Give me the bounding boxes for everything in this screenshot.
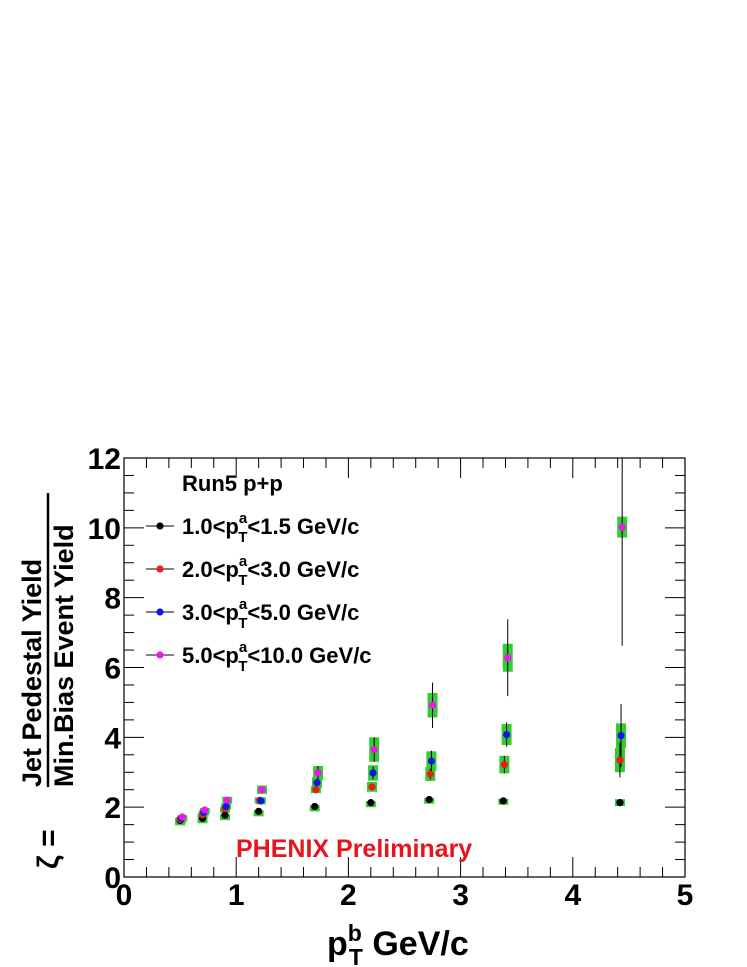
data-point — [617, 731, 625, 740]
data-point — [201, 806, 209, 814]
y-tick-label: 4 — [104, 722, 121, 755]
x-tick-label: 1 — [228, 879, 245, 912]
data-point — [425, 795, 433, 804]
data-point — [618, 523, 626, 531]
axis-ticks — [123, 457, 686, 878]
legend-marker — [156, 651, 164, 659]
data-point — [314, 769, 322, 777]
legend-label: 2.0<pa T<3.0 GeV/c — [182, 553, 359, 589]
x-tick-label: 4 — [564, 879, 581, 912]
legend-marker — [156, 608, 164, 616]
legend-marker — [156, 565, 164, 573]
data-point — [370, 745, 378, 754]
legend-marker — [156, 522, 164, 530]
data-point — [255, 807, 263, 815]
data-point — [616, 756, 624, 764]
y-tick-label: 0 — [104, 862, 121, 895]
data-point — [311, 802, 319, 811]
x-tick-label: 3 — [452, 879, 469, 912]
x-axis-title: pb T GeV/c — [327, 920, 469, 967]
data-point — [426, 770, 434, 778]
y-axis-title-numerator: Jet Pedestal Yield — [17, 559, 47, 787]
y-axis-title: ζ = Jet Pedestal Yield Min.Bias Event Yi… — [17, 493, 79, 869]
data-point — [500, 760, 508, 769]
y-axis-title-prefix: ζ = — [32, 829, 65, 869]
data-point — [178, 813, 186, 821]
data-point — [222, 802, 230, 811]
data-point — [504, 654, 512, 662]
data-point — [223, 796, 231, 804]
data-point — [312, 786, 320, 794]
data-point — [503, 730, 511, 739]
y-tick-label: 12 — [88, 443, 121, 476]
y-axis-title-denominator: Min.Bias Event Yield — [49, 524, 79, 787]
data-point — [258, 786, 266, 794]
data-point — [313, 779, 321, 787]
y-tick-label: 8 — [104, 583, 121, 616]
data-point — [499, 797, 507, 805]
data-point — [367, 799, 375, 807]
data-point — [616, 799, 624, 807]
y-tick-label: 6 — [104, 653, 121, 686]
data-point — [257, 797, 265, 805]
legend: 1.0<pa T<1.5 GeV/c 2.0<pa T<3.0 GeV/c 3.0<pa… — [146, 510, 372, 675]
plot-frame — [123, 457, 686, 878]
legend-title: Run5 p+p — [182, 471, 283, 496]
data-markers — [176, 523, 626, 825]
data-point — [428, 701, 437, 709]
data-point — [369, 769, 377, 777]
legend-label: 5.0<pa T<10.0 GeV/c — [182, 639, 372, 675]
legend-label: 1.0<pa T<1.5 GeV/c — [182, 510, 359, 546]
data-point — [368, 783, 376, 791]
y-tick-label: 10 — [88, 513, 121, 546]
data-point — [427, 757, 436, 765]
x-tick-label: 2 — [340, 879, 357, 912]
y-tick-label: 2 — [104, 792, 121, 825]
x-tick-label: 5 — [677, 879, 694, 912]
phenix-preliminary-label: PHENIX Preliminary — [236, 835, 472, 863]
legend-label: 3.0<pa T<5.0 GeV/c — [182, 596, 359, 632]
data-point — [221, 811, 229, 819]
x-tick-label: 0 — [116, 879, 133, 912]
